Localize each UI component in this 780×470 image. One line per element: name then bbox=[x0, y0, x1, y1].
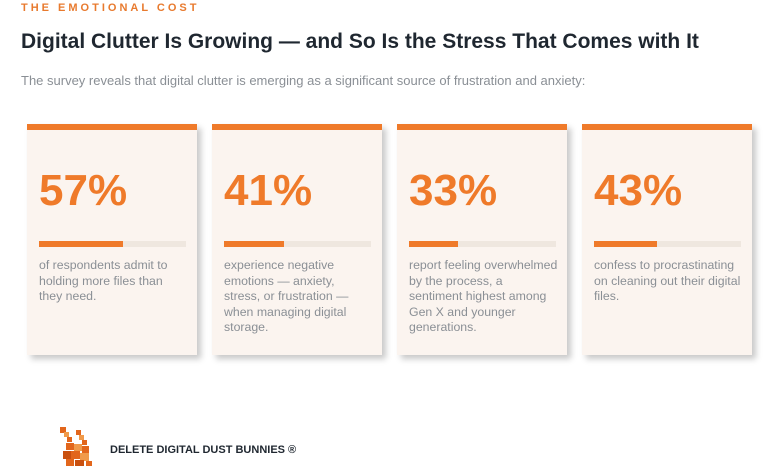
brand-name: DELETE DIGITAL DUST BUNNIES ® bbox=[110, 444, 297, 456]
stat-value: 33% bbox=[409, 166, 498, 215]
stat-bar-fill bbox=[39, 241, 123, 247]
stat-bar bbox=[39, 241, 186, 247]
stat-bar bbox=[594, 241, 741, 247]
section-eyebrow: THE EMOTIONAL COST bbox=[21, 2, 200, 14]
stat-card: 33% report feeling overwhelmed by the pr… bbox=[397, 124, 567, 355]
stat-card: 43% confess to procrastinating on cleani… bbox=[582, 124, 752, 355]
stat-description: confess to procrastinating on cleaning o… bbox=[594, 258, 741, 303]
stat-value: 43% bbox=[594, 166, 683, 215]
stat-card: 57% of respondents admit to holding more… bbox=[27, 124, 197, 355]
stat-bar bbox=[224, 241, 371, 247]
stat-value: 41% bbox=[224, 166, 313, 215]
stat-description: experience negative emotions — anxiety, … bbox=[224, 258, 349, 334]
stat-bar-fill bbox=[594, 241, 658, 247]
page-title: Digital Clutter Is Growing — and So Is t… bbox=[21, 30, 699, 53]
stat-bar bbox=[409, 241, 556, 247]
stat-card: 41% experience negative emotions — anxie… bbox=[212, 124, 382, 355]
stat-value: 57% bbox=[39, 166, 128, 215]
stat-bar-fill bbox=[409, 241, 458, 247]
dust-bunny-logo-icon bbox=[60, 427, 92, 466]
stat-bar-fill bbox=[224, 241, 285, 247]
page-subtitle: The survey reveals that digital clutter … bbox=[21, 73, 586, 88]
stat-description: of respondents admit to holding more fil… bbox=[39, 258, 168, 303]
stat-description: report feeling overwhelmed by the proces… bbox=[409, 258, 558, 334]
